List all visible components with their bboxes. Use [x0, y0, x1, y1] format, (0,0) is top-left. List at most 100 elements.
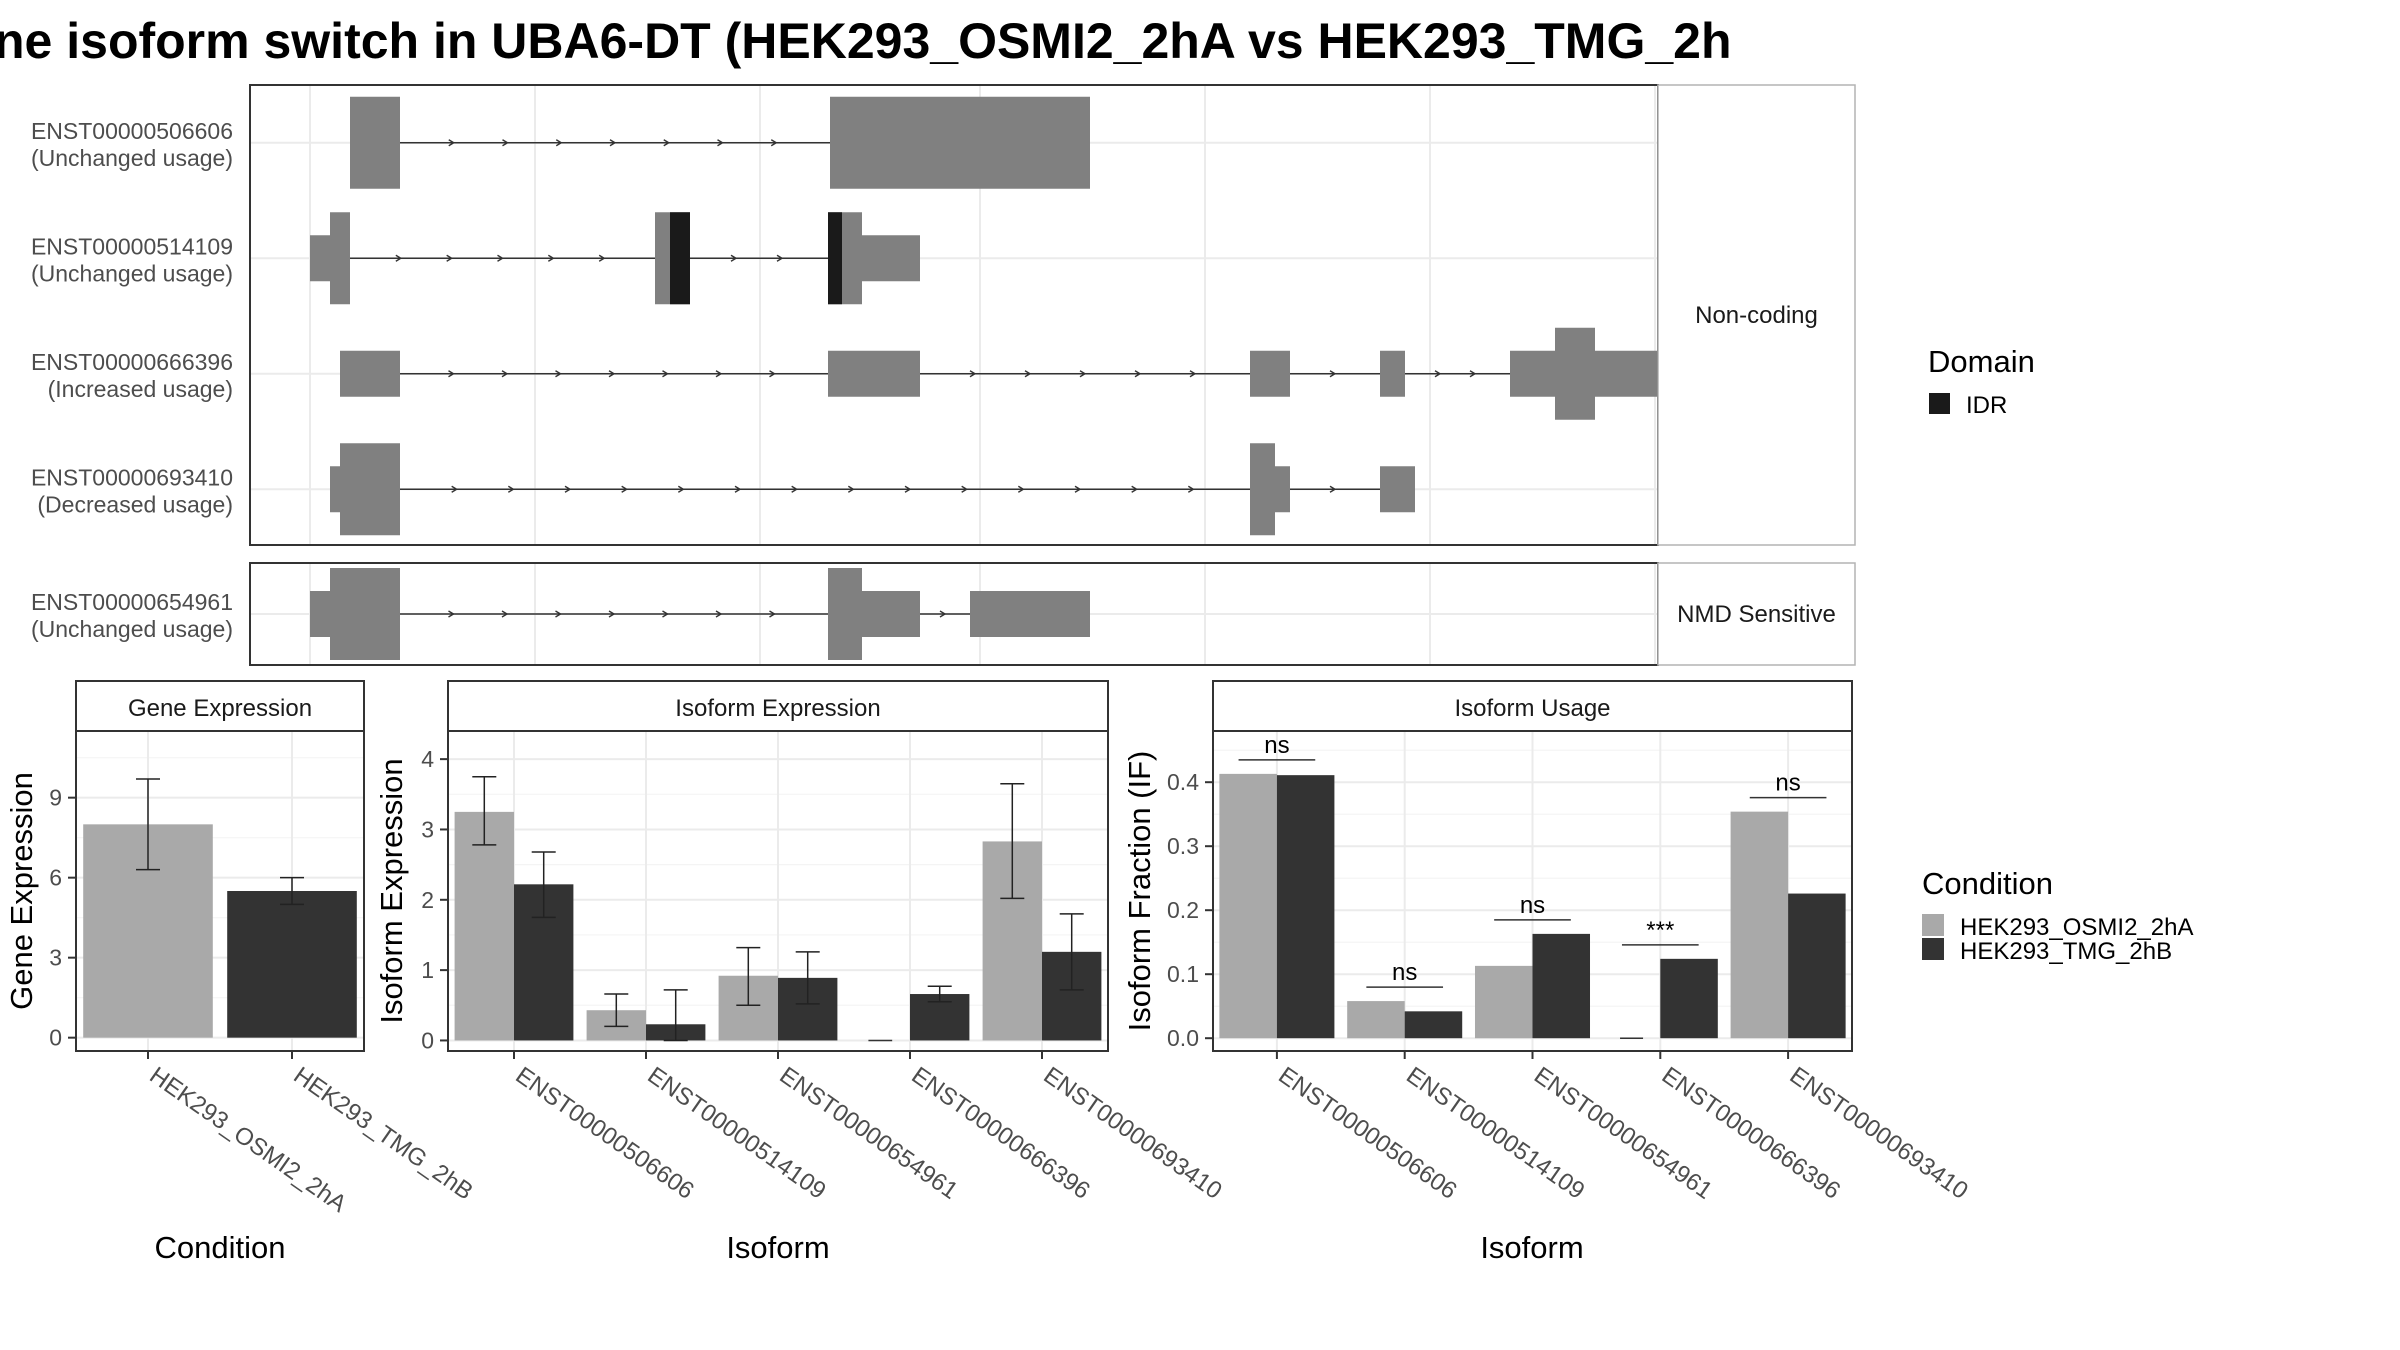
legend-label-idr: IDR: [1966, 392, 2007, 419]
bar: [1404, 1011, 1463, 1039]
y-tick-label: 0.0: [1167, 1025, 1199, 1051]
intron-arrow: [1189, 370, 1197, 378]
exon-block: [330, 466, 340, 513]
facet-strip: [447, 680, 1109, 732]
y-tick-label: 0.4: [1167, 769, 1199, 795]
facet-strip: [1657, 562, 1856, 666]
intron-arrow: [1024, 370, 1032, 378]
y-tick-label: 0.1: [1167, 961, 1199, 987]
idr-domain: [828, 212, 842, 305]
intron-arrow: [715, 370, 723, 378]
intron-arrow: [769, 610, 776, 618]
intron-arrow: [608, 610, 616, 618]
exon-block: [655, 212, 670, 305]
legend-label-condition: HEK293_TMG_2hB: [1960, 938, 2172, 965]
intron-arrow: [1469, 370, 1477, 378]
intron-arrow: [791, 485, 799, 493]
intron-arrow: [1134, 370, 1142, 378]
bar: [1660, 958, 1718, 1039]
significance-label: ns: [1520, 892, 1545, 919]
bar: [1474, 965, 1533, 1039]
intron-arrow: [1074, 485, 1082, 493]
exon-block: [1250, 443, 1275, 536]
x-axis-title: Isoform: [726, 1230, 829, 1265]
intron-arrow: [1187, 485, 1195, 493]
intron-arrow: [904, 485, 912, 493]
exon-block: [310, 235, 330, 282]
transcript-status-label: (Decreased usage): [37, 491, 233, 517]
transcript-id-label: ENST00000666396: [31, 349, 233, 375]
intron-arrow: [715, 610, 723, 618]
facet-strip: [1657, 84, 1856, 546]
exon-block: [828, 350, 920, 397]
intron-arrow: [730, 254, 738, 262]
exon-block: [1555, 327, 1595, 420]
x-axis-title: Isoform: [1480, 1230, 1583, 1265]
y-tick-label: 0.2: [1167, 897, 1199, 923]
bar-charts: Gene Expression0369HEK293_OSMI2_2hAHEK29…: [4, 680, 1973, 1265]
y-tick-label: 6: [49, 865, 62, 891]
y-tick-label: 9: [49, 785, 62, 811]
exon-block: [330, 568, 400, 660]
intron-arrow: [446, 254, 454, 262]
intron-arrow: [564, 485, 572, 493]
bar: [454, 811, 514, 1041]
intron-arrow: [497, 254, 504, 262]
intron-arrow: [662, 370, 669, 378]
y-tick-label: 3: [49, 945, 62, 971]
intron-arrow: [448, 370, 455, 378]
intron-arrow: [448, 610, 455, 618]
intron-arrow: [502, 139, 509, 147]
x-axis-title: Condition: [155, 1230, 286, 1265]
bar: [1347, 1001, 1405, 1039]
y-tick-label: 0.3: [1167, 833, 1199, 859]
exon-block: [970, 591, 1090, 637]
exon-block: [350, 96, 400, 189]
bar: [1276, 775, 1335, 1039]
y-tick-label: 2: [421, 887, 434, 913]
exon-block: [842, 212, 862, 305]
transcript-status-label: (Increased usage): [48, 376, 233, 402]
bar: [1532, 933, 1591, 1039]
figure-title: ne isoform switch in UBA6-DT (HEK293_OSM…: [0, 13, 1732, 69]
intron-arrow: [734, 485, 742, 493]
intron-arrow: [555, 139, 563, 147]
transcript-status-label: (Unchanged usage): [31, 260, 233, 286]
bar: [1788, 893, 1846, 1039]
exon-block: [830, 96, 1090, 189]
exon-block: [828, 568, 862, 660]
facet-strip-label: NMD Sensitive: [1677, 601, 1836, 628]
intron-arrow: [1079, 370, 1087, 378]
intron-arrow: [547, 254, 555, 262]
transcript-structure-panel: ENST00000506606(Unchanged usage)ENST0000…: [31, 84, 1856, 666]
y-axis-title: Gene Expression: [4, 772, 39, 1010]
intron-arrow: [770, 139, 778, 147]
intron-arrow: [507, 485, 515, 493]
intron-arrow: [663, 139, 671, 147]
intron-arrow: [451, 485, 459, 493]
exon-block: [1380, 466, 1415, 513]
facet-strip: [75, 680, 365, 732]
transcript-id-label: ENST00000693410: [31, 464, 233, 490]
bar: [1219, 773, 1277, 1039]
intron-arrow: [1434, 370, 1442, 378]
intron-arrow: [609, 139, 617, 147]
intron-arrow: [769, 370, 776, 378]
intron-arrow: [621, 485, 629, 493]
transcript-id-label: ENST00000514109: [31, 233, 233, 259]
intron-arrow: [555, 610, 562, 618]
significance-label: ns: [1264, 732, 1289, 759]
intron-arrow: [847, 485, 855, 493]
intron-arrow: [1017, 485, 1025, 493]
idr-domain: [670, 212, 690, 305]
intron-arrow: [1329, 370, 1337, 378]
bar: [227, 891, 357, 1038]
intron-arrow: [961, 485, 969, 493]
legend-label-condition: HEK293_OSMI2_2hA: [1960, 914, 2193, 941]
y-tick-label: 4: [421, 746, 434, 772]
y-tick-label: 1: [421, 957, 434, 983]
y-axis-title: Isoform Fraction (IF): [1122, 751, 1157, 1032]
exon-block: [1250, 350, 1290, 397]
exon-block: [1275, 466, 1290, 513]
